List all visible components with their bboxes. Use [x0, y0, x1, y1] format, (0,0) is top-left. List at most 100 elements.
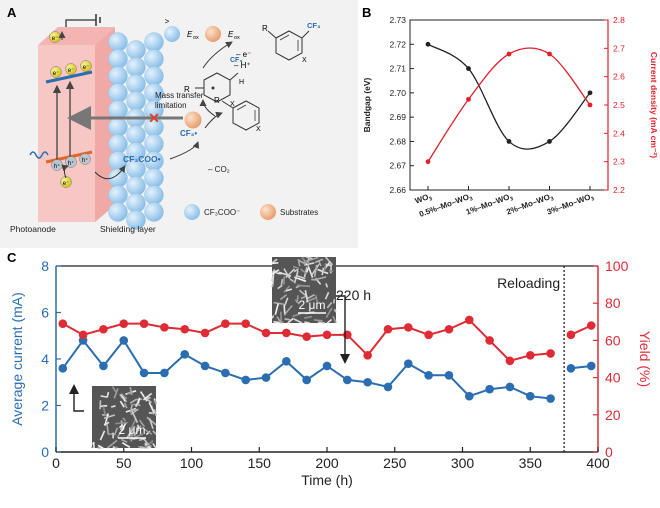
shielding-bead	[145, 135, 164, 154]
data-point-c	[363, 378, 372, 387]
y-right-tick-label-c: 20	[605, 407, 621, 423]
plot-frame-b	[410, 20, 608, 190]
svg-text:e⁻: e⁻	[52, 36, 59, 42]
shielding-bead	[145, 33, 164, 52]
data-point-c	[404, 323, 413, 332]
electron-cb-2: e⁻	[66, 64, 77, 75]
shielding-bead	[109, 118, 128, 137]
data-point-c	[180, 325, 189, 334]
data-point-c	[485, 336, 494, 345]
x-tick-label-c: 150	[248, 455, 272, 471]
data-point-c	[99, 325, 108, 334]
photoanode-label: Photoanode	[10, 224, 56, 234]
x-tick-label-c: 250	[383, 455, 407, 471]
sem-texture-stroke	[276, 273, 281, 274]
y-left-tick-label-b: 2.67	[389, 161, 406, 171]
data-point-c	[119, 319, 128, 328]
series-line-b-0	[428, 44, 590, 149]
data-point-c	[201, 362, 210, 371]
data-point-c	[302, 332, 311, 341]
shielding-bead	[127, 194, 146, 213]
y-right-tick-label-b: 2.8	[613, 15, 625, 25]
data-point-b	[588, 103, 593, 108]
series-line-b-1	[428, 48, 590, 162]
svg-text:R: R	[262, 24, 268, 33]
minus-proton-label: – H⁺	[234, 61, 251, 70]
svg-text:h⁺: h⁺	[82, 157, 89, 164]
data-point-b	[466, 66, 471, 71]
shielding-bead	[109, 50, 128, 69]
panel-a: A e⁻ e⁻ e⁻ e⁻ h⁺ h⁺	[0, 0, 358, 248]
photoanode-slab	[38, 27, 115, 222]
svg-text:e⁻: e⁻	[63, 181, 70, 187]
sem-texture-stroke	[334, 299, 335, 303]
electron-cb-1: e⁻	[51, 67, 62, 78]
data-point-b	[426, 159, 431, 164]
data-point-c	[546, 349, 555, 358]
svg-text:e⁻: e⁻	[53, 71, 60, 77]
svg-text:X: X	[302, 57, 307, 64]
panel-a-schematic: A e⁻ e⁻ e⁻ e⁻ h⁺ h⁺	[0, 0, 358, 248]
annotation-220h-arrowhead	[340, 354, 350, 364]
y-left-axis-title-b: Bandgap (eV)	[362, 77, 372, 132]
data-point-c	[160, 323, 169, 332]
data-point-b	[547, 139, 552, 144]
data-point-c	[506, 357, 515, 366]
data-point-c	[282, 357, 291, 366]
data-point-c	[465, 392, 474, 401]
electron-bottom: e⁻	[61, 177, 72, 188]
sem-texture-stroke	[111, 406, 115, 407]
shielding-bead	[145, 67, 164, 86]
data-point-c	[526, 351, 535, 360]
x-tick-label-b: 3%–Mo–WO3	[546, 191, 596, 218]
data-point-c	[445, 325, 454, 334]
data-point-c	[424, 371, 433, 380]
data-point-c	[384, 325, 393, 334]
data-point-b	[507, 52, 512, 57]
sem-texture-stroke	[108, 434, 112, 435]
data-point-c	[221, 369, 230, 378]
data-point-c	[465, 316, 474, 325]
sem-texture-stroke	[107, 426, 108, 434]
y-left-tick-label-b: 2.72	[389, 39, 406, 49]
shielding-bead	[145, 203, 164, 222]
sem-texture-stroke	[335, 321, 336, 323]
data-point-c	[485, 385, 494, 394]
data-point-c	[221, 319, 230, 328]
y-right-tick-label-b: 2.5	[613, 100, 625, 110]
data-point-c	[58, 319, 67, 328]
y-left-tick-label-b: 2.68	[389, 136, 406, 146]
data-point-c	[506, 383, 515, 392]
panel-b-label: B	[362, 5, 371, 20]
y-left-tick-label-c: 2	[41, 398, 49, 414]
shielding-bead	[127, 177, 146, 196]
panel-a-label: A	[7, 5, 17, 20]
sem-inset-220h: 2 μm	[272, 257, 336, 323]
shielding-bead	[127, 92, 146, 111]
data-point-c	[140, 319, 149, 328]
y-left-tick-label-b: 2.69	[389, 112, 406, 122]
x-tick-label-c: 400	[586, 455, 610, 471]
mass-transfer-label-1: Mass transfer	[155, 91, 204, 100]
cf3coo-radical-label: CF₃COO•	[123, 154, 161, 164]
y-right-tick-label-b: 2.7	[613, 43, 625, 53]
y-left-tick-label-c: 0	[41, 444, 49, 460]
shielding-bead	[109, 135, 128, 154]
x-tick-label-c: 100	[180, 455, 204, 471]
y-left-tick-label-c: 6	[41, 305, 49, 321]
y-right-tick-label-c: 80	[605, 295, 621, 311]
cf3-radical-label: CF₃•	[180, 129, 197, 138]
shielding-bead	[127, 75, 146, 94]
scale-bar-label: 2 μm	[299, 298, 326, 312]
data-point-b	[426, 42, 431, 47]
sem-texture-stroke	[314, 320, 323, 321]
x-tick-label-c: 350	[519, 455, 543, 471]
y-left-tick-label-c: 4	[41, 351, 49, 367]
svg-text:e⁻: e⁻	[83, 65, 90, 71]
y-left-tick-label-b: 2.73	[389, 15, 406, 25]
data-point-c	[587, 362, 596, 371]
svg-text:R: R	[184, 85, 190, 94]
sem-texture-stroke	[155, 400, 156, 404]
y-right-tick-label-c: 40	[605, 370, 621, 386]
